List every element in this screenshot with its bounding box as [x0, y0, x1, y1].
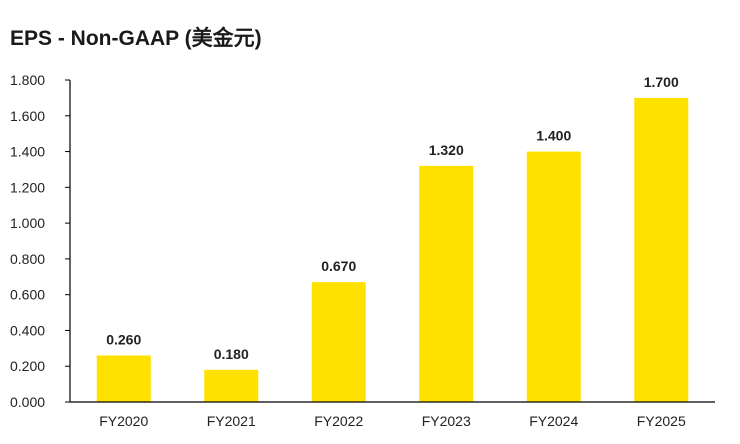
- bar-fy2021: [204, 369, 259, 402]
- bar-fy2022: [311, 282, 366, 402]
- y-tick-label: 1.400: [10, 144, 45, 160]
- y-tick-label: 1.600: [10, 108, 45, 124]
- value-labels: 0.260 0.180 0.670 1.320 1.400 1.700: [106, 74, 679, 362]
- y-tick-label: 1.800: [10, 72, 45, 88]
- x-axis-labels: FY2020 FY2021 FY2022 FY2023 FY2024 FY2025: [99, 413, 686, 429]
- bars: [96, 97, 689, 402]
- value-label-fy2024: 1.400: [536, 128, 571, 144]
- value-label-fy2020: 0.260: [106, 331, 141, 347]
- x-label-fy2020: FY2020: [99, 413, 148, 429]
- bar-fy2025: [634, 97, 689, 402]
- y-tick-label: 0.000: [10, 394, 45, 410]
- value-label-fy2022: 0.670: [321, 258, 356, 274]
- y-tick-label: 0.200: [10, 358, 45, 374]
- x-label-fy2023: FY2023: [422, 413, 471, 429]
- x-label-fy2021: FY2021: [207, 413, 256, 429]
- value-label-fy2021: 0.180: [214, 346, 249, 362]
- y-axis-ticks: 0.000 0.200 0.400 0.600 0.800 1.000 1.200 1.400…: [10, 72, 70, 410]
- x-label-fy2025: FY2025: [637, 413, 686, 429]
- bar-fy2024: [526, 151, 581, 402]
- y-tick-label: 0.800: [10, 251, 45, 267]
- y-tick-label: 0.600: [10, 287, 45, 303]
- y-tick-label: 1.200: [10, 179, 45, 195]
- x-label-fy2022: FY2022: [314, 413, 363, 429]
- chart-title: EPS - Non-GAAP (美金元): [10, 27, 262, 50]
- y-tick-label: 0.400: [10, 322, 45, 338]
- bar-fy2023: [419, 165, 474, 402]
- y-tick-label: 1.000: [10, 215, 45, 231]
- value-label-fy2025: 1.700: [644, 74, 679, 90]
- x-label-fy2024: FY2024: [529, 413, 578, 429]
- bar-fy2020: [96, 355, 151, 402]
- value-label-fy2023: 1.320: [429, 142, 464, 158]
